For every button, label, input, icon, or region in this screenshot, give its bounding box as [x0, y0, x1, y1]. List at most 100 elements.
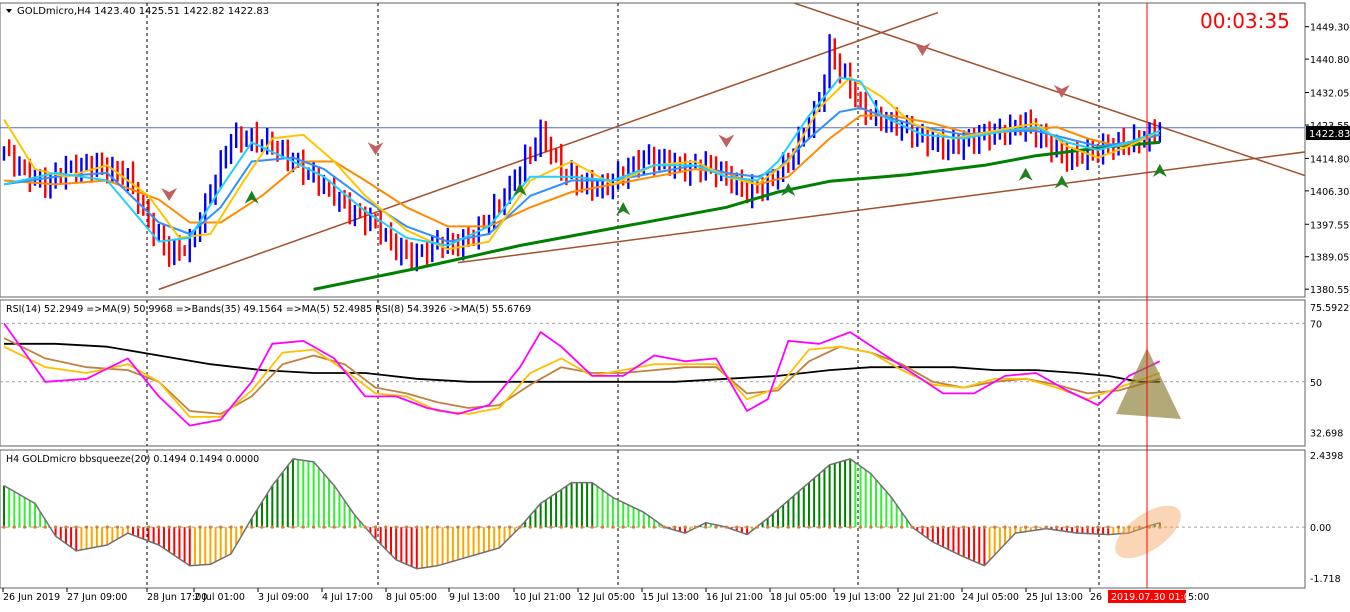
time-axis[interactable]: 26 Jun 2019 27 Jun 09:00 28 Jun 17:002 Jul…	[2, 588, 1102, 603]
squeeze-dot	[177, 525, 182, 529]
chart-menu-triangle-icon[interactable]	[6, 9, 12, 13]
price-tick-label: 1389.05	[1310, 253, 1349, 264]
rsi-axis: 75.5922 70 50 32.698	[1310, 303, 1349, 439]
time-axis-trailing: 5:00	[1188, 592, 1209, 603]
squeeze-dot	[1147, 525, 1152, 529]
squeeze-dot	[260, 525, 264, 529]
squeeze-dot	[828, 525, 832, 529]
triangle-drawing[interactable]	[1116, 348, 1181, 419]
squeeze-dot	[817, 525, 821, 529]
squeeze-dot	[889, 525, 894, 529]
squeeze-dot	[600, 525, 605, 529]
squeeze-dot	[1127, 525, 1131, 529]
squeeze-dot	[931, 525, 935, 529]
rsi-pane[interactable]	[0, 299, 1306, 447]
squeeze-dot	[1106, 525, 1110, 529]
squeeze-dot	[229, 525, 233, 529]
trendlines[interactable]	[158, 1, 1320, 291]
squeeze-dot	[435, 525, 440, 529]
price-tick-label: 1440.80	[1310, 55, 1349, 66]
squeeze-dot	[43, 525, 47, 529]
squeeze-dot	[1024, 525, 1028, 529]
time-tick-label: 25 Jul 13:00	[1026, 592, 1083, 603]
squeeze-dot	[363, 525, 367, 529]
time-tick-label: 4 Jul 17:00	[322, 592, 373, 603]
ma-cyan-line	[3, 76, 1161, 247]
squeeze-dot	[198, 525, 202, 529]
squeeze-dot	[281, 525, 285, 529]
squeeze-dot	[838, 525, 842, 529]
squeeze-dot	[1096, 525, 1100, 529]
time-tick-label: 19 Jul 13:00	[834, 592, 891, 603]
squeeze-dot	[972, 525, 976, 529]
squeeze-dot	[869, 525, 873, 529]
trendline	[791, 3, 1305, 177]
sell-arrow-icon	[1053, 84, 1070, 98]
squeeze-dot	[807, 525, 811, 529]
time-tick-label: 26	[1090, 592, 1102, 603]
squeeze-dot	[466, 525, 470, 529]
time-tick-label: 27 Jun 09:00	[67, 592, 127, 603]
squeeze-dot	[941, 525, 945, 529]
price-tick-label: 1406.30	[1310, 187, 1349, 198]
squeeze-dot	[322, 525, 326, 529]
squeeze-dot	[704, 525, 708, 529]
ma-green-line	[313, 140, 1160, 291]
trendline	[158, 11, 939, 291]
squeeze-dot	[1013, 525, 1017, 529]
squeeze-dot	[1065, 525, 1069, 529]
squeeze-dot	[910, 525, 914, 529]
buy-arrow-icon	[1152, 163, 1167, 177]
squeeze-dot	[74, 525, 78, 529]
squeeze-dot	[497, 525, 501, 529]
buy-arrow-icon	[1054, 175, 1069, 189]
price-tick-label: 1432.05	[1310, 89, 1349, 100]
squeeze-dot	[652, 525, 656, 529]
moving-averages	[3, 76, 1161, 291]
rsi-tick-label: 75.5922	[1310, 303, 1349, 314]
squeeze-outline	[3, 458, 1161, 570]
squeeze-pane[interactable]	[0, 449, 1306, 589]
squeeze-dot	[64, 525, 68, 529]
squeeze-dot	[332, 525, 336, 529]
rsi-line	[3, 322, 1161, 427]
time-tick-label: 18 Jul 05:00	[770, 592, 827, 603]
squeeze-dot	[570, 525, 574, 529]
squeeze-dot	[167, 525, 171, 529]
price-tick-label: 1414.80	[1310, 154, 1349, 165]
squeeze-dot	[54, 525, 58, 529]
squeeze-dot	[776, 525, 780, 529]
squeeze-dot	[415, 525, 419, 529]
bar-timer: 00:03:35	[1200, 9, 1290, 33]
time-tick-label: 28 Jun 17:00	[147, 592, 207, 603]
squeeze-dot	[1137, 525, 1141, 529]
rsi-tick-label: 50	[1310, 378, 1322, 389]
squeeze-dot	[580, 525, 584, 529]
squeeze-dot	[611, 525, 615, 529]
squeeze-dot	[559, 525, 563, 529]
squeeze-dot	[12, 525, 16, 529]
squeeze-dot	[1158, 525, 1162, 529]
squeeze-dot	[683, 525, 687, 529]
squeeze-dot	[951, 525, 956, 529]
squeeze-dot	[239, 525, 243, 529]
time-tick-label: 9 Jul 13:00	[449, 592, 500, 603]
squeeze-dot	[1086, 525, 1090, 529]
price-axis[interactable]: 1449.301440.801432.051423.551414.801406.…	[1305, 23, 1349, 297]
time-tick-label: 26 Jun 2019	[3, 592, 60, 603]
rsi-tick-label: 70	[1310, 319, 1322, 330]
highlight-ellipse[interactable]	[1107, 495, 1190, 568]
squeeze-dot	[384, 525, 388, 529]
sell-arrow-icon	[161, 188, 178, 201]
buy-arrow-icon	[781, 183, 796, 196]
trendline	[457, 151, 1305, 264]
time-tick-label: 24 Jul 05:00	[962, 592, 1019, 603]
squeeze-dot	[1055, 525, 1059, 529]
time-tick-label: 12 Jul 05:00	[578, 592, 635, 603]
time-tick-label: 15 Jul 13:00	[642, 592, 699, 603]
squeeze-dot	[693, 525, 698, 529]
squeeze-dot	[797, 525, 801, 529]
squeeze-dot	[745, 525, 749, 529]
price-pane[interactable]	[0, 1, 1320, 298]
squeeze-dot	[146, 525, 151, 529]
